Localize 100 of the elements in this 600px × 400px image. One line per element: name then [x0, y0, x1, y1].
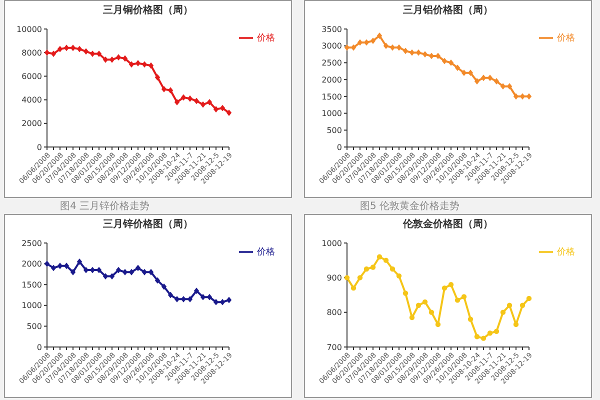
point	[142, 268, 148, 276]
point	[494, 78, 500, 84]
point	[468, 316, 474, 322]
point	[168, 292, 174, 298]
point	[213, 106, 219, 112]
point	[350, 44, 356, 51]
point	[194, 98, 200, 104]
legend-label: 价格	[257, 247, 275, 258]
point	[200, 101, 206, 108]
point	[448, 282, 454, 288]
point	[402, 290, 408, 296]
point	[364, 39, 370, 46]
point	[480, 336, 486, 341]
point	[226, 110, 232, 116]
point	[383, 258, 389, 263]
point	[128, 268, 134, 276]
point	[376, 32, 382, 39]
point	[154, 277, 160, 284]
point	[500, 310, 506, 315]
point	[422, 51, 428, 58]
y-tick-label: 2000	[322, 75, 342, 84]
point	[213, 298, 219, 306]
point	[487, 330, 493, 336]
point	[461, 70, 467, 76]
point	[154, 74, 160, 81]
point	[344, 275, 350, 280]
point	[148, 268, 154, 276]
point	[122, 268, 128, 276]
point	[135, 60, 141, 66]
y-tick-label: 0	[336, 142, 342, 152]
y-tick-label: 3500	[322, 24, 342, 34]
y-tick-label: 1000	[22, 301, 42, 310]
point	[506, 83, 512, 90]
chart-title: 三月锌价格图（周）	[102, 218, 194, 232]
point	[494, 328, 500, 334]
point	[357, 39, 363, 46]
point	[428, 52, 434, 60]
point	[116, 266, 122, 274]
point	[96, 266, 102, 274]
point	[500, 83, 506, 90]
point	[220, 298, 226, 306]
point	[226, 296, 232, 304]
point	[435, 322, 441, 328]
chart-title: 三月铜价格图（周）	[102, 4, 194, 18]
point	[161, 86, 167, 92]
point	[187, 296, 193, 302]
point	[102, 56, 108, 63]
point	[364, 266, 370, 272]
point	[376, 254, 382, 260]
point	[513, 93, 519, 100]
point	[474, 334, 480, 340]
y-tick-label: 6000	[22, 72, 42, 82]
point	[122, 55, 128, 62]
point	[454, 64, 460, 71]
point	[454, 298, 460, 303]
point	[90, 266, 96, 274]
point	[206, 294, 212, 300]
y-tick-label: 1000	[322, 109, 342, 118]
y-tick-label: 500	[26, 322, 42, 332]
chart-title: 伦敦金价格图（周）	[402, 218, 494, 232]
point	[487, 74, 493, 82]
y-tick-label: 800	[326, 308, 342, 318]
point	[83, 48, 89, 55]
point	[174, 296, 180, 302]
legend-label: 价格	[557, 33, 575, 44]
point	[468, 70, 474, 76]
point	[520, 93, 526, 100]
point	[370, 264, 376, 270]
point	[461, 294, 467, 300]
point	[448, 60, 454, 66]
point	[435, 52, 441, 60]
y-tick-label: 700	[326, 342, 342, 352]
point	[396, 44, 402, 51]
y-tick-label: 500	[326, 126, 342, 135]
y-tick-label: 1500	[22, 280, 42, 290]
y-tick-label: 1500	[322, 92, 342, 102]
point	[442, 58, 448, 64]
y-tick-label: 10000	[16, 24, 42, 34]
point	[520, 302, 526, 308]
y-tick-label: 0	[36, 342, 42, 352]
point	[57, 262, 63, 270]
point	[148, 62, 154, 69]
y-tick-label: 2000	[22, 260, 42, 269]
point	[180, 94, 186, 101]
point	[76, 46, 82, 52]
y-tick-label: 2500	[322, 58, 342, 68]
y-tick-label: 1000	[322, 238, 342, 248]
y-tick-label: 900	[326, 274, 342, 283]
point	[194, 288, 200, 294]
point	[64, 44, 70, 52]
point	[83, 266, 89, 274]
point	[135, 264, 141, 272]
y-tick-label: 8000	[22, 48, 42, 58]
caption: 图4 三月锌价格走势	[59, 200, 151, 214]
point	[200, 294, 206, 300]
point	[44, 49, 50, 56]
chart-title: 三月铝价格图（周）	[402, 4, 494, 18]
point	[116, 54, 122, 61]
point	[180, 296, 186, 302]
point	[70, 44, 76, 52]
